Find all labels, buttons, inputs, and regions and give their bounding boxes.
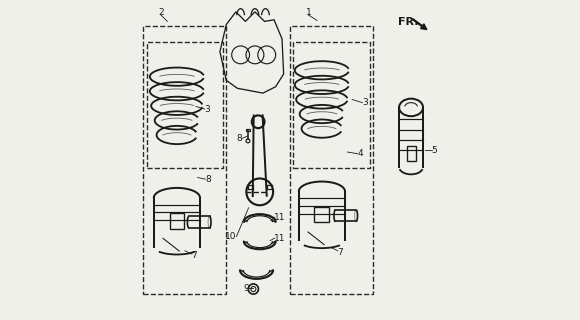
Bar	[246, 129, 249, 131]
Bar	[147, 42, 223, 168]
Text: 8: 8	[205, 175, 211, 184]
Bar	[314, 207, 329, 222]
FancyArrow shape	[412, 19, 427, 29]
Text: 8: 8	[237, 134, 242, 143]
Text: 4: 4	[357, 149, 363, 158]
Bar	[293, 42, 369, 168]
Text: 9: 9	[244, 284, 249, 292]
Text: 7: 7	[191, 251, 197, 260]
Text: 3: 3	[204, 105, 210, 114]
Text: 5: 5	[432, 146, 437, 155]
Text: 11: 11	[274, 213, 285, 222]
Text: 2: 2	[158, 8, 164, 17]
Text: FR.: FR.	[398, 17, 419, 28]
Text: 3: 3	[362, 98, 368, 107]
Text: 10: 10	[225, 232, 237, 241]
Bar	[169, 213, 184, 228]
Bar	[143, 26, 226, 294]
Text: 11: 11	[274, 234, 285, 243]
Text: 7: 7	[338, 248, 343, 257]
Bar	[407, 147, 416, 161]
Text: 1: 1	[306, 8, 311, 17]
Bar	[290, 26, 373, 294]
